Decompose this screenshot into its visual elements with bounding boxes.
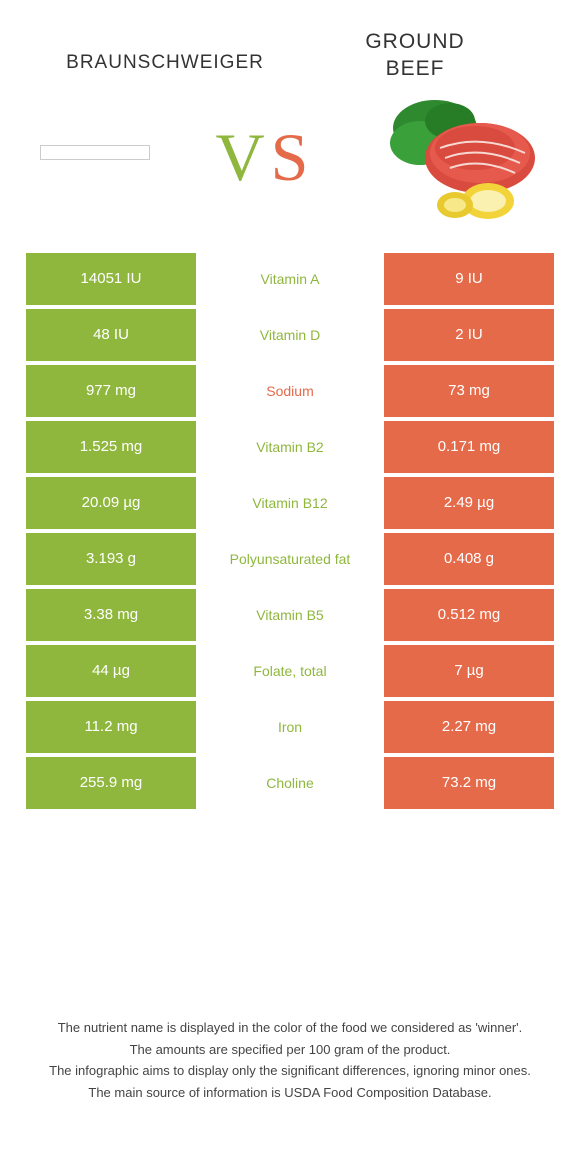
vs-s: S — [271, 119, 315, 195]
nutrient-label: Vitamin B12 — [196, 477, 384, 529]
right-value: 0.408 g — [384, 533, 554, 585]
header: BRAUNSCHWEIGER GROUND BEEF — [0, 0, 580, 93]
nutrient-label: Polyunsaturated fat — [196, 533, 384, 585]
right-food-illustration — [380, 93, 540, 223]
left-value: 14051 IU — [26, 253, 196, 305]
nutrient-label: Vitamin B2 — [196, 421, 384, 473]
left-value: 20.09 µg — [26, 477, 196, 529]
comparison-table: 14051 IUVitamin A9 IU 48 IUVitamin D2 IU 9… — [26, 253, 554, 809]
vs-label: VS — [216, 118, 315, 197]
vs-v: V — [216, 119, 271, 195]
left-value: 44 µg — [26, 645, 196, 697]
nutrient-label: Iron — [196, 701, 384, 753]
nutrient-label: Folate, total — [196, 645, 384, 697]
nutrient-label: Sodium — [196, 365, 384, 417]
title-right: GROUND BEEF — [290, 28, 540, 83]
title-left: BRAUNSCHWEIGER — [40, 28, 290, 74]
right-value: 0.512 mg — [384, 589, 554, 641]
footnote-line: The amounts are specified per 100 gram o… — [30, 1040, 550, 1060]
right-value: 2.49 µg — [384, 477, 554, 529]
right-value: 2 IU — [384, 309, 554, 361]
left-value: 977 mg — [26, 365, 196, 417]
nutrient-label: Vitamin B5 — [196, 589, 384, 641]
right-value: 0.171 mg — [384, 421, 554, 473]
footnote-line: The infographic aims to display only the… — [30, 1061, 550, 1081]
right-value: 7 µg — [384, 645, 554, 697]
footnote-line: The main source of information is USDA F… — [30, 1083, 550, 1103]
right-value: 9 IU — [384, 253, 554, 305]
left-value: 48 IU — [26, 309, 196, 361]
left-image-placeholder — [40, 145, 150, 160]
nutrient-label: Vitamin A — [196, 253, 384, 305]
right-value: 2.27 mg — [384, 701, 554, 753]
image-row: VS — [0, 93, 580, 253]
left-value: 255.9 mg — [26, 757, 196, 809]
nutrient-label: Choline — [196, 757, 384, 809]
footnote-line: The nutrient name is displayed in the co… — [30, 1018, 550, 1038]
title-right-line2: BEEF — [386, 57, 445, 80]
left-value: 3.193 g — [26, 533, 196, 585]
footnotes: The nutrient name is displayed in the co… — [30, 1018, 550, 1104]
left-value: 1.525 mg — [26, 421, 196, 473]
title-right-line1: GROUND — [365, 30, 464, 53]
nutrient-label: Vitamin D — [196, 309, 384, 361]
right-value: 73 mg — [384, 365, 554, 417]
left-value: 3.38 mg — [26, 589, 196, 641]
left-value: 11.2 mg — [26, 701, 196, 753]
right-value: 73.2 mg — [384, 757, 554, 809]
